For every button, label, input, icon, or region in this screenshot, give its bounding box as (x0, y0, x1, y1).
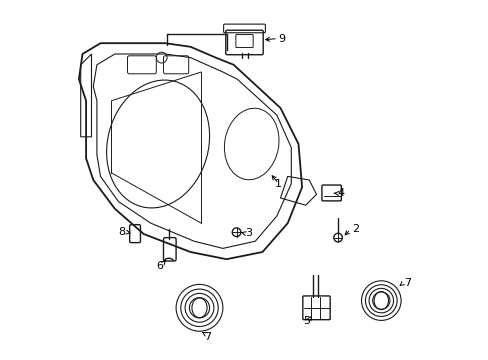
Text: 7: 7 (403, 278, 410, 288)
Text: 9: 9 (278, 33, 285, 44)
Text: 5: 5 (303, 316, 310, 326)
Text: 6: 6 (156, 261, 163, 271)
Text: 8: 8 (118, 227, 125, 237)
Text: 7: 7 (204, 332, 211, 342)
Text: 1: 1 (275, 179, 282, 189)
Text: 4: 4 (337, 188, 344, 198)
Text: 3: 3 (244, 228, 252, 238)
Text: 2: 2 (352, 224, 359, 234)
